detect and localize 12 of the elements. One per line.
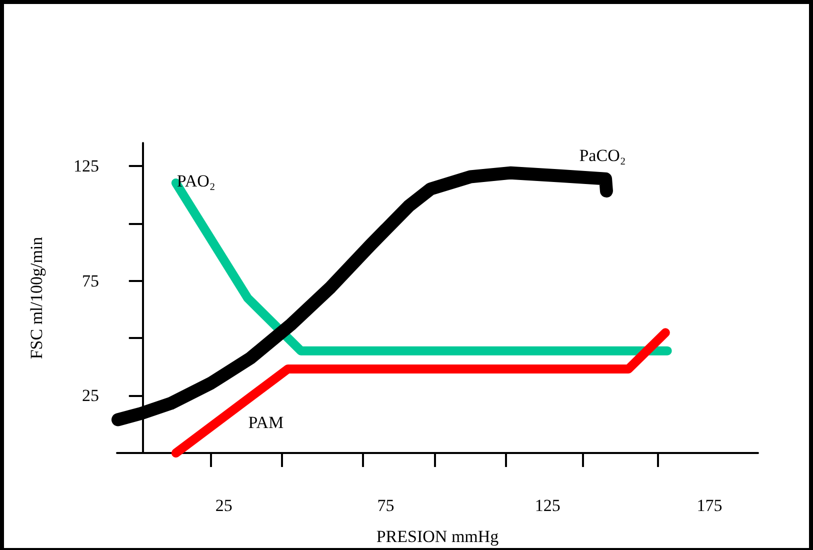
y-axis-title: FSC ml/100g/min [27,236,46,360]
y-tick-label: 25 [82,386,99,406]
series-label: PaCO₂ [579,146,626,165]
x-tick-label: 175 [696,496,722,515]
series-label: PAO₂ [176,171,216,190]
y-tick-label: 75 [82,271,99,290]
series-label: PAM [248,412,284,432]
x-tick-label: 25 [215,496,232,515]
x-tick-label: 125 [534,496,560,515]
x-tick-label: 75 [377,496,394,515]
x-axis-title: PRESION mmHg [376,527,500,546]
y-tick-label: 125 [74,156,99,176]
